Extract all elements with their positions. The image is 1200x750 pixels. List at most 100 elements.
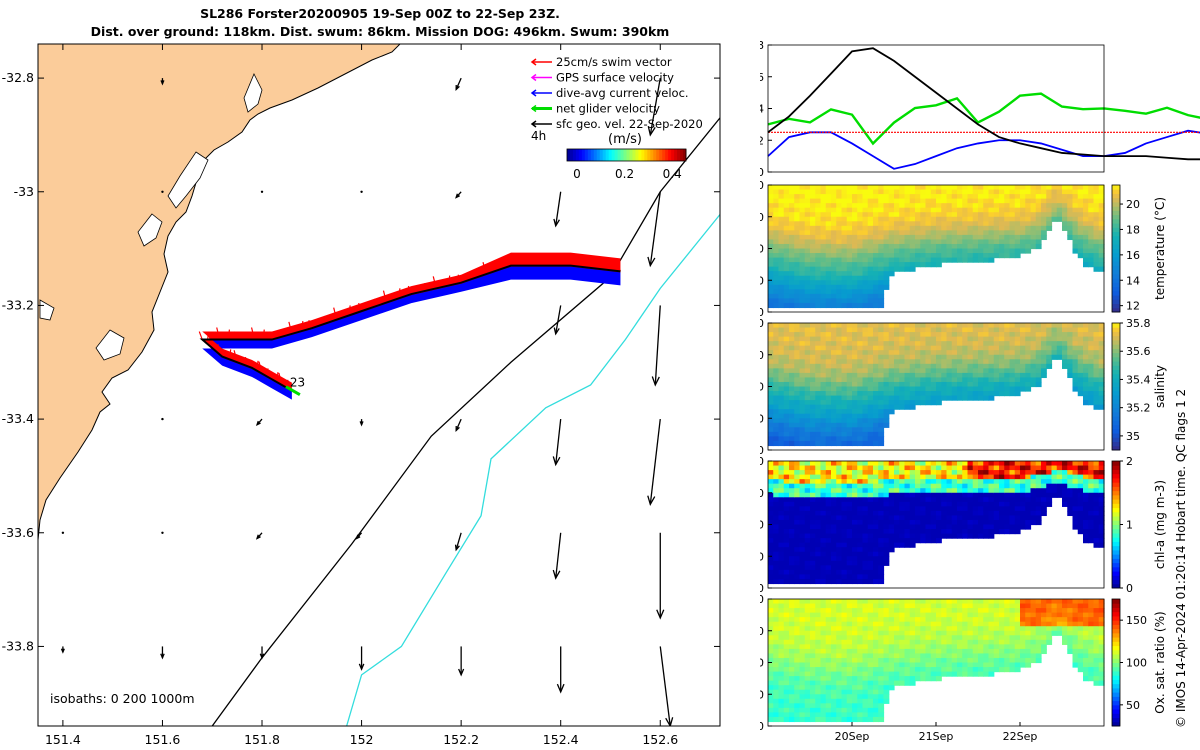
profile-cell	[920, 538, 927, 544]
profile-cell	[1020, 194, 1026, 200]
profile-cell	[925, 234, 932, 241]
profile-cell	[888, 207, 895, 213]
geo-velocity-dot	[61, 531, 65, 534]
profile-cell	[783, 648, 790, 655]
profile-cell	[1035, 492, 1042, 498]
profile-cell	[836, 519, 843, 526]
profile-cell	[867, 603, 874, 609]
profile-cell	[778, 280, 785, 286]
profile-cell	[773, 302, 780, 309]
profile-cell	[983, 203, 990, 209]
profile-cell	[810, 547, 816, 553]
profile-cell	[799, 565, 806, 571]
profile-cell	[1067, 336, 1074, 342]
geo-velocity-arrow	[255, 532, 263, 540]
profile-cell	[883, 327, 890, 333]
profile-cell	[778, 712, 785, 718]
profile-cell	[810, 599, 816, 605]
profile-cell	[857, 608, 864, 614]
profile-cell	[946, 212, 953, 218]
profile-cell	[1093, 359, 1100, 365]
profile-cell	[799, 626, 806, 632]
profile-cell	[852, 603, 858, 609]
profile-cell	[1093, 372, 1100, 379]
profile-cell	[846, 529, 853, 535]
profile-cell	[894, 243, 900, 250]
profile-cell	[820, 436, 827, 442]
profile-cell	[810, 542, 816, 548]
profile-cell	[1004, 207, 1011, 213]
profile-cell	[930, 230, 937, 236]
profile-cell	[957, 386, 963, 392]
profile-cell	[930, 501, 937, 507]
profile-cell	[810, 574, 816, 580]
profile-cell	[778, 345, 785, 351]
profile-cell	[909, 189, 916, 195]
profile-cell	[1051, 194, 1058, 200]
profile-cell	[930, 216, 937, 222]
profile-cell	[778, 284, 785, 290]
profile-cell	[1009, 350, 1016, 356]
profile-cell	[867, 368, 874, 374]
profile-cell	[962, 391, 969, 397]
profile-cell	[815, 194, 822, 200]
profile-cell	[1014, 221, 1021, 227]
profile-cell	[1041, 203, 1047, 209]
profile-cell	[783, 359, 790, 365]
profile-cell	[1077, 474, 1084, 480]
profile-cell	[1093, 533, 1100, 539]
profile-cell	[873, 510, 879, 517]
profile-cell	[810, 284, 816, 290]
profile-cell	[783, 599, 790, 605]
profile-cell	[773, 431, 780, 437]
profile-cell	[1051, 336, 1058, 342]
profile-cell	[810, 298, 816, 304]
profile-cell	[1046, 479, 1053, 485]
profile-cell	[899, 395, 906, 401]
profile-colorbar-cell	[1112, 420, 1120, 426]
profile-cell	[815, 461, 822, 467]
profile-cell	[804, 216, 811, 222]
profile-cell	[883, 657, 890, 664]
profile-cell	[925, 461, 932, 467]
profile-cell	[978, 368, 984, 374]
profile-cell	[867, 510, 874, 517]
profile-cell	[1025, 372, 1032, 379]
chart-title-line1: SL286 Forster20200905 19-Sep 00Z to 22-S…	[200, 6, 560, 21]
profile-cell	[878, 603, 885, 609]
map-colorbar-cell	[680, 149, 684, 161]
profile-cell	[941, 345, 948, 351]
profile-cell	[909, 239, 916, 245]
profile-cell	[862, 501, 869, 507]
profile-cell	[888, 497, 895, 503]
profile-cell	[846, 488, 853, 494]
profile-cell	[1062, 323, 1068, 329]
profile-cell	[1020, 332, 1026, 338]
profile-cell	[804, 515, 811, 521]
profile-cell	[799, 612, 806, 618]
profile-colorbar-cell	[1112, 335, 1120, 341]
profile-colorbar-cell	[1112, 520, 1120, 525]
profile-cell	[899, 671, 906, 677]
profile-cell	[888, 327, 895, 333]
profile-cell	[988, 230, 995, 236]
profile-cell	[1067, 332, 1074, 338]
profile-y-tick-label: 150	[760, 550, 764, 563]
profile-cell	[878, 336, 885, 342]
profile-cell	[1067, 501, 1074, 507]
profile-cell	[804, 639, 811, 645]
profile-cell	[1067, 363, 1074, 369]
profile-cell	[878, 626, 885, 632]
profile-cell	[951, 479, 958, 485]
profile-cell	[799, 332, 806, 338]
profile-cell	[1088, 225, 1095, 231]
profile-cell	[888, 465, 895, 471]
profile-cell	[804, 212, 811, 218]
profile-cell	[836, 336, 843, 342]
profile-cell	[888, 680, 895, 686]
profile-cell	[773, 703, 780, 709]
profile-cell	[831, 578, 837, 585]
profile-cell	[930, 194, 937, 200]
profile-cell	[972, 519, 979, 526]
profile-cell	[883, 363, 890, 369]
